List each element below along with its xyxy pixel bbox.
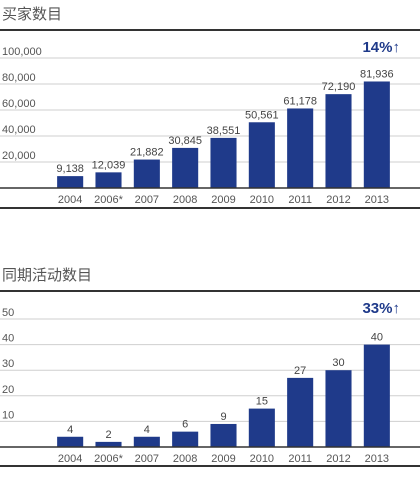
bar xyxy=(287,377,314,447)
y-tick-label: 20 xyxy=(2,384,14,396)
x-tick-label: 2009 xyxy=(211,194,235,206)
y-tick-label: 30 xyxy=(2,358,14,370)
x-tick-label: 2013 xyxy=(365,194,389,206)
bar xyxy=(325,370,352,447)
data-label: 81,936 xyxy=(360,68,394,80)
growth-label: 33%↑ xyxy=(362,300,400,317)
bar xyxy=(210,423,237,447)
data-label: 61,178 xyxy=(283,95,317,107)
data-label: 9 xyxy=(220,411,226,423)
bar xyxy=(248,408,275,447)
data-label: 9,138 xyxy=(56,163,84,175)
data-label: 6 xyxy=(182,419,188,431)
bar xyxy=(363,344,390,447)
data-label: 30 xyxy=(332,357,344,369)
y-tick-label: 40,000 xyxy=(2,124,36,136)
x-tick-label: 2010 xyxy=(250,194,274,206)
y-tick-label: 20,000 xyxy=(2,150,36,162)
data-label: 4 xyxy=(144,424,150,436)
chart-title: 同期活动数目 xyxy=(2,267,92,284)
bar xyxy=(172,431,199,447)
x-tick-label: 2012 xyxy=(326,453,350,465)
x-tick-label: 2011 xyxy=(288,453,312,465)
data-label: 30,845 xyxy=(168,135,202,147)
x-tick-label: 2010 xyxy=(250,453,274,465)
y-tick-label: 80,000 xyxy=(2,72,36,84)
x-tick-label: 2008 xyxy=(173,194,197,206)
x-tick-label: 2012 xyxy=(326,194,350,206)
growth-label: 14%↑ xyxy=(362,39,400,56)
x-tick-label: 2006* xyxy=(94,453,123,465)
bar xyxy=(325,94,352,188)
bar xyxy=(210,137,237,188)
y-tick-label: 100,000 xyxy=(2,46,42,58)
bar xyxy=(172,147,199,188)
x-tick-label: 2004 xyxy=(58,194,82,206)
y-tick-label: 10 xyxy=(2,409,14,421)
x-tick-label: 2004 xyxy=(58,453,82,465)
y-tick-label: 50 xyxy=(2,307,14,319)
buyers-chart: 买家数目 14%↑ 20,000 40,000 60,000 80,000 100,00… xyxy=(0,6,420,209)
data-label: 4 xyxy=(67,424,73,436)
bar xyxy=(363,81,390,188)
events-chart: 同期活动数目 33%↑ 10 20 30 40 50 4 2004 2 2006* 4 2007 6… xyxy=(0,267,420,467)
x-tick-label: 2007 xyxy=(135,453,159,465)
x-tick-label: 2007 xyxy=(135,194,159,206)
bar xyxy=(248,122,275,188)
data-label: 50,561 xyxy=(245,109,279,121)
data-label: 21,882 xyxy=(130,147,164,159)
bar xyxy=(287,108,314,188)
data-label: 38,551 xyxy=(207,125,241,137)
bar xyxy=(133,436,160,447)
bar xyxy=(133,159,160,188)
x-tick-label: 2013 xyxy=(365,453,389,465)
bar xyxy=(95,441,122,447)
y-tick-label: 40 xyxy=(2,333,14,345)
bar xyxy=(57,176,84,188)
data-label: 15 xyxy=(256,396,268,408)
data-label: 12,039 xyxy=(92,159,126,171)
y-tick-label: 60,000 xyxy=(2,98,36,110)
data-label: 72,190 xyxy=(322,81,356,93)
x-tick-label: 2008 xyxy=(173,453,197,465)
bar xyxy=(95,172,122,188)
chart-title: 买家数目 xyxy=(2,6,62,23)
x-tick-label: 2006* xyxy=(94,194,123,206)
data-label: 27 xyxy=(294,365,306,377)
data-label: 2 xyxy=(105,429,111,441)
data-label: 40 xyxy=(371,332,383,344)
x-tick-label: 2011 xyxy=(288,194,312,206)
x-tick-label: 2009 xyxy=(211,453,235,465)
bar xyxy=(57,436,84,447)
